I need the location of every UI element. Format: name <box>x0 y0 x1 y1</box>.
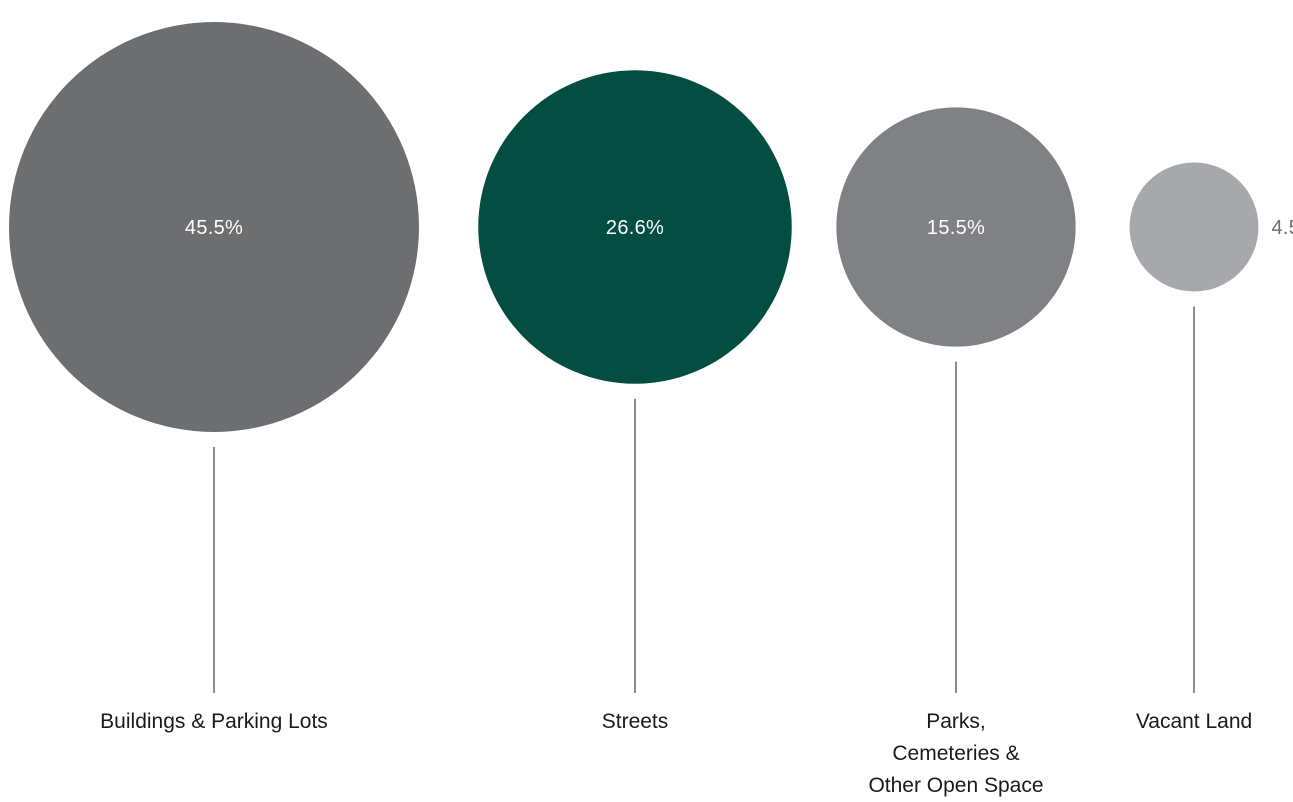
category-label: Streets <box>602 710 669 733</box>
category-label: Vacant Land <box>1136 710 1252 733</box>
bubble <box>1129 162 1259 292</box>
data-label: 26.6% <box>606 217 664 239</box>
data-label: 45.5% <box>185 217 243 239</box>
bubble-group: 15.5% Parks, Cemeteries & Other Open Space <box>836 107 1076 797</box>
category-label: Buildings & Parking Lots <box>100 710 328 733</box>
bubble <box>836 107 1076 347</box>
category-label: Parks, <box>926 710 986 733</box>
category-label: Cemeteries & <box>892 742 1019 765</box>
bubble-group: 4.5% Vacant Land <box>1129 162 1293 733</box>
bubble-group: 45.5% Buildings & Parking Lots <box>9 22 419 733</box>
bubble <box>9 22 419 432</box>
data-label: 4.5% <box>1271 217 1293 239</box>
bubble <box>478 70 792 384</box>
data-label: 15.5% <box>927 217 985 239</box>
category-label: Other Open Space <box>868 774 1043 797</box>
bubble-group: 26.6% Streets <box>478 70 792 733</box>
